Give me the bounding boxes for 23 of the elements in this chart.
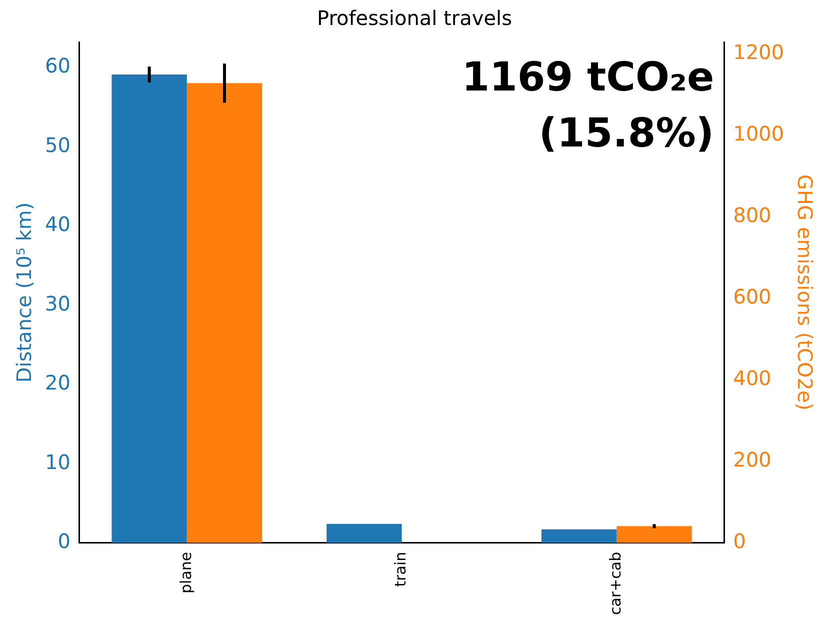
- annotation: (15.8%): [538, 110, 714, 156]
- chart-title: Professional travels: [317, 6, 512, 30]
- y2-tick-label: 200: [733, 448, 772, 472]
- y2-tick-label: 1200: [733, 40, 784, 64]
- y2-tick-label: 800: [733, 203, 772, 228]
- y2-tick-label: 1000: [733, 122, 784, 146]
- y-tick-label: 60: [44, 54, 70, 78]
- annotation: 1169 tCO₂e: [462, 54, 714, 100]
- y-tick-label: 0: [58, 529, 70, 554]
- x-tick-label: plane: [176, 552, 195, 594]
- y-tick-label: 40: [44, 212, 70, 236]
- y2-tick-label: 400: [733, 366, 772, 390]
- x-tick-label: car+cab: [606, 552, 625, 616]
- y-tick-label: 10: [44, 450, 70, 474]
- y2-axis-title: GHG emissions (tCO2e): [792, 174, 817, 410]
- y-tick-label: 20: [44, 370, 70, 395]
- y-axis-title: Distance (10⁵ km): [12, 202, 36, 383]
- y2-tick-label: 0: [733, 529, 746, 554]
- y-tick-label: 50: [44, 132, 70, 157]
- bar: [326, 524, 402, 543]
- y2-tick-label: 600: [733, 284, 772, 309]
- y-tick-label: 30: [44, 291, 70, 316]
- x-tick-label: train: [392, 552, 410, 587]
